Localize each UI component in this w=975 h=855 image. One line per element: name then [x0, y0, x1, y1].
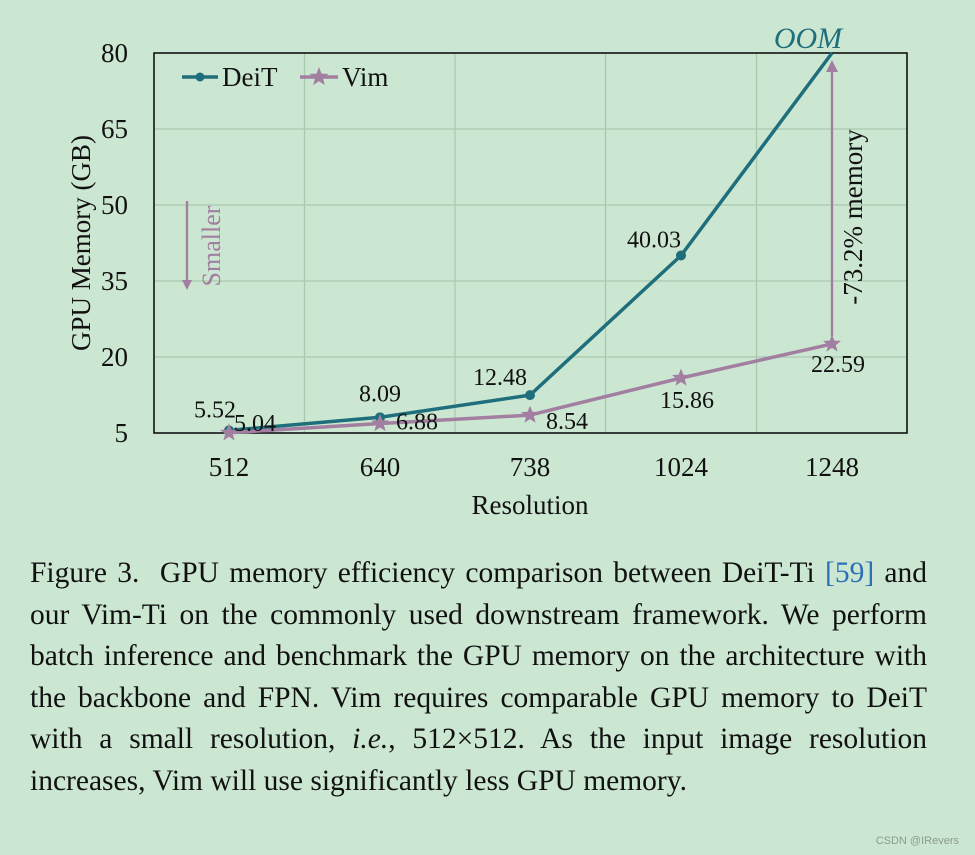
figure-caption: Figure 3. GPU memory efficiency comparis…	[30, 553, 927, 803]
x-tick-label: 1024	[654, 452, 709, 482]
x-tick-label: 640	[360, 452, 401, 482]
point-vim-640	[371, 414, 389, 432]
point-vim-738	[521, 405, 539, 423]
x-tick-label: 512	[209, 452, 250, 482]
y-tick-label: 65	[101, 114, 128, 144]
oom-label: OOM	[774, 22, 844, 55]
y-tick-label: 20	[101, 342, 128, 372]
reduction-arrow-head	[826, 60, 838, 72]
caption-text-1: GPU memory efficiency comparison between…	[159, 557, 825, 589]
point-vim-1024	[672, 368, 690, 386]
data-label-deit-512: 5.52	[194, 397, 236, 423]
citation-link[interactable]: [59]	[825, 557, 875, 589]
x-axis-label: Resolution	[471, 490, 589, 520]
legend-vim-marker	[309, 67, 329, 86]
data-label-vim-1024: 15.86	[660, 388, 714, 414]
gpu-memory-chart: 5 20 35 50 65 80 512 640 738 1024 1248 GPU Memory…	[66, 22, 908, 520]
series-line-deit	[228, 51, 834, 433]
legend-deit-label: DeiT	[222, 62, 278, 92]
x-tick-labels: 512 640 738 1024 1248	[209, 452, 859, 482]
data-label-deit-738: 12.48	[473, 365, 527, 391]
data-label-vim-640: 6.88	[396, 409, 438, 435]
point-deit-1024	[676, 250, 686, 261]
y-tick-label: 80	[101, 38, 128, 68]
data-labels: 5.52 8.09 12.48 40.03 5.04 6.88 8.54 15.86 22.59	[194, 228, 865, 437]
caption-text-3: , 512×512. As the input image resolution…	[30, 723, 927, 797]
data-label-vim-1248: 22.59	[811, 352, 865, 378]
caption-ie: i.e.	[352, 723, 389, 756]
y-tick-labels: 5 20 35 50 65 80	[101, 38, 128, 448]
y-tick-label: 5	[115, 418, 129, 448]
plot-frame	[153, 52, 908, 434]
data-label-vim-738: 8.54	[546, 409, 588, 435]
point-deit-738	[525, 390, 535, 401]
x-tick-label: 1248	[805, 452, 859, 482]
point-vim-512	[220, 423, 238, 441]
point-vim-1248	[823, 334, 841, 352]
watermark: CSDN @IRevers	[875, 835, 959, 847]
x-tick-label: 738	[510, 452, 551, 482]
y-tick-label: 50	[101, 190, 128, 220]
y-axis-label: GPU Memory (GB)	[66, 135, 96, 351]
data-label-deit-1024: 40.03	[627, 228, 681, 254]
y-tick-label: 35	[101, 266, 128, 296]
legend: DeiT Vim	[182, 62, 388, 92]
chart-grid	[154, 53, 907, 433]
legend-deit-marker	[195, 72, 205, 82]
reduction-label: -73.2% memory	[838, 129, 868, 305]
data-label-deit-640: 8.09	[359, 381, 401, 407]
legend-vim-label: Vim	[342, 62, 388, 92]
series-layer	[220, 51, 841, 441]
smaller-label: Smaller	[197, 205, 226, 286]
caption-text-2: and our Vim-Ti on the commonly used down…	[30, 557, 928, 756]
figure-label: Figure 3.	[30, 557, 140, 589]
data-label-vim-512: 5.04	[234, 411, 276, 437]
smaller-arrow-head	[182, 280, 192, 290]
